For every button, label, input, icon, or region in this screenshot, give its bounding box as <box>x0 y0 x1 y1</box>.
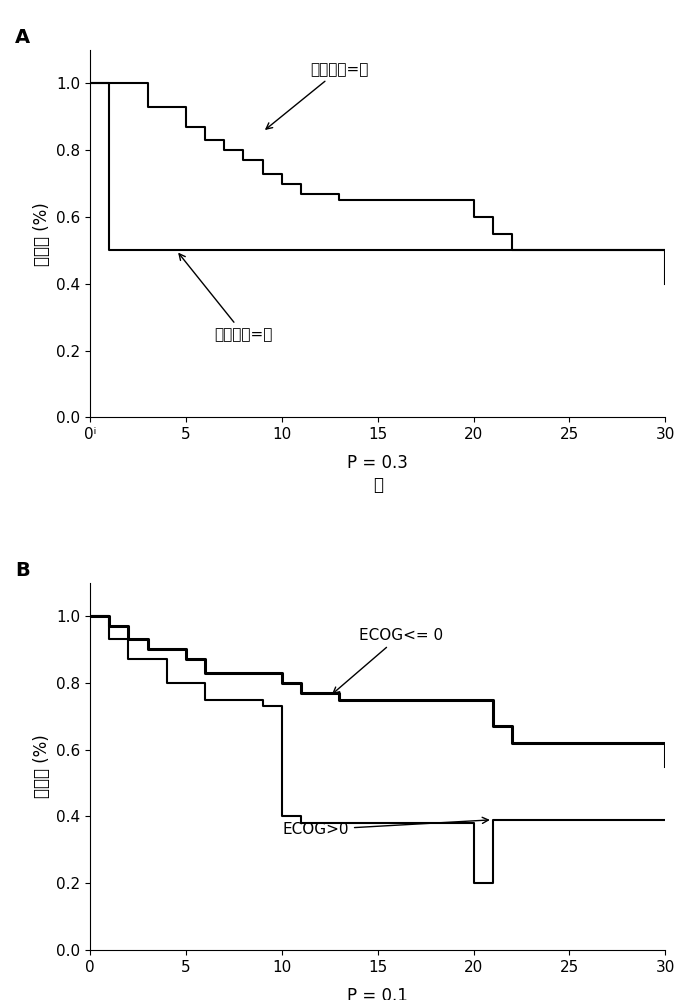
Text: ECOG>0: ECOG>0 <box>283 817 489 837</box>
Text: ECOG<= 0: ECOG<= 0 <box>333 628 443 693</box>
Text: B: B <box>15 561 30 580</box>
Text: 周: 周 <box>373 476 383 494</box>
Text: P = 0.1: P = 0.1 <box>347 987 408 1000</box>
Text: A: A <box>15 28 30 47</box>
Y-axis label: 存活率 (%): 存活率 (%) <box>33 734 51 798</box>
Text: 透明细胞=是: 透明细胞=是 <box>266 62 369 129</box>
Text: P = 0.3: P = 0.3 <box>347 454 408 472</box>
Text: 透明细胞=否: 透明细胞=否 <box>179 254 273 342</box>
Y-axis label: 存活率 (%): 存活率 (%) <box>33 202 51 266</box>
